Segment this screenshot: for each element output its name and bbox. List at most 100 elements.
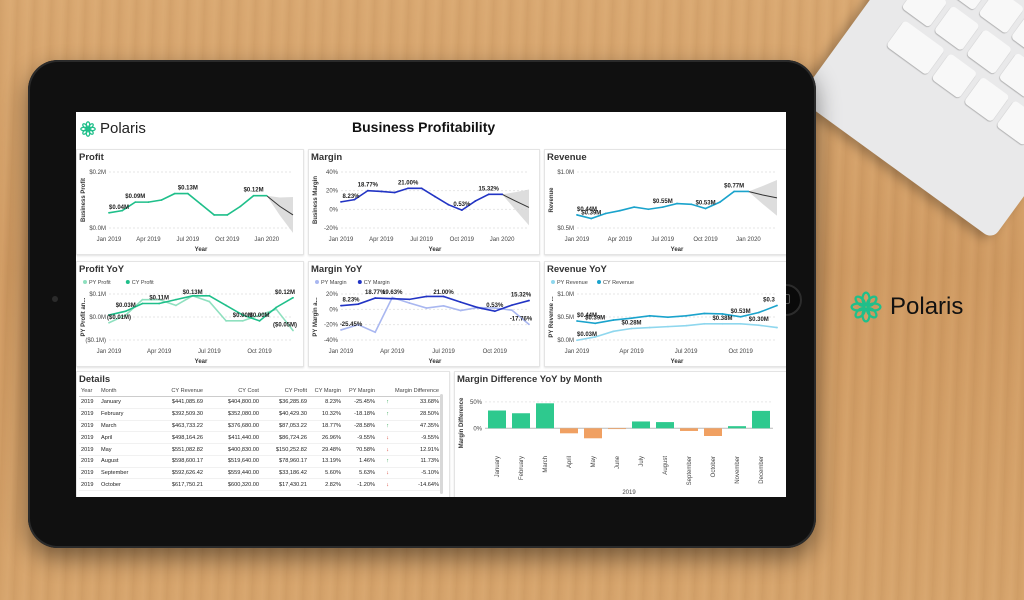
data-point (408, 298, 411, 301)
data-point (208, 300, 211, 303)
data-point (511, 304, 513, 307)
data-label: 21.00% (433, 290, 454, 296)
polaris-flower-icon (850, 291, 882, 323)
data-point (618, 209, 621, 212)
data-point (685, 324, 687, 327)
data-point (393, 191, 396, 194)
revenue-yoy-card[interactable]: Revenue YoY PY Revenue ... Year $1.0M $0.5M… (544, 261, 786, 367)
table-cell-diff: -9.55% (391, 431, 441, 445)
table-cell-profit: $78,960.17 (261, 455, 309, 468)
revenue-chart: Revenue Year $1.0M $0.5M Jan 2019 Apr 2019 Jul… (549, 170, 778, 253)
data-label: $0.3 (763, 297, 775, 303)
arrow-up-icon: ↑ (377, 420, 391, 433)
data-point (733, 190, 736, 193)
front-camera (52, 296, 58, 302)
column-header[interactable]: CY Margin (309, 386, 343, 397)
data-point (357, 303, 359, 306)
arrow-up-icon: ↑ (377, 396, 391, 409)
data-point (374, 297, 377, 299)
column-header[interactable]: CY Cost (205, 386, 261, 397)
x-tick-label: September (687, 456, 693, 485)
data-label: $0.28M (622, 321, 642, 327)
x-axis-label: Year (195, 247, 208, 253)
card-title: Details (79, 374, 111, 385)
data-point (108, 211, 110, 214)
data-point (225, 304, 227, 307)
y-tick-label: 20% (326, 292, 339, 298)
y-axis-label: PY Margin a... (313, 297, 319, 337)
data-label: $0.12M (275, 290, 295, 296)
revenue-card[interactable]: Revenue Revenue Year $1.0M $0.5M Jan 2019 Apr… (544, 149, 786, 255)
legend-label: PY Margin (321, 280, 347, 286)
table-row[interactable]: 2019 April $498,164.26 $411,440.00 $86,724.2… (79, 431, 441, 445)
data-point (661, 206, 664, 209)
data-point (739, 322, 742, 325)
table-cell-profit: $87,053.22 (261, 420, 309, 433)
table-cell-cym: 13.19% (309, 455, 343, 468)
arrow-up-icon: ↑ (377, 408, 391, 421)
data-point (340, 200, 342, 203)
data-label: $0.39M (581, 210, 601, 216)
profit-yoy-card[interactable]: Profit YoY PY Profit an... Year $0.1M $0.0M… (76, 261, 304, 367)
table-row[interactable]: 2019 January $441,085.69 $404,800.00 $36,285… (79, 396, 441, 409)
table-cell-cost: $600,320.00 (205, 478, 261, 492)
data-label: $0.00M (233, 313, 253, 319)
margin-diff-card[interactable]: Margin Difference YoY by Month Margin Di… (454, 371, 786, 497)
bar (752, 410, 770, 429)
legend-label: PY Revenue (557, 280, 588, 286)
column-header[interactable]: Month (99, 386, 149, 397)
data-point (425, 295, 428, 298)
y-tick-label: $1.0M (557, 170, 574, 176)
forecast-line (748, 190, 778, 199)
card-title: Profit (79, 152, 104, 163)
y-axis-label: Business Margin (313, 176, 319, 224)
data-point (757, 324, 760, 327)
column-header[interactable]: CY Revenue (149, 386, 205, 397)
arrow-up-icon: ↑ (377, 455, 391, 468)
margin-chart: Business Margin Year 40% 20% 0% -20% Jan 2019 A… (313, 170, 530, 253)
margin-card[interactable]: Margin Business Margin Year 40% 20% 0% -20% Ja… (308, 149, 540, 255)
data-point (374, 331, 377, 334)
data-point (258, 319, 261, 322)
margin-yoy-card[interactable]: Margin YoY PY Margin a... Year 20% 0% -20% -4… (308, 261, 540, 367)
table-row[interactable]: 2019 May $551,082.82 $400,830.00 $150,252.82… (79, 443, 441, 456)
data-point (576, 339, 578, 342)
data-label: $0.44M (577, 207, 597, 213)
table-row[interactable]: 2019 October $617,750.21 $600,320.00 $17,430… (79, 478, 441, 492)
data-point (391, 297, 394, 300)
table-row[interactable]: 2019 August $598,600.17 $519,640.00 $78,960.… (79, 455, 441, 468)
x-tick-label: February (519, 456, 525, 480)
column-header[interactable]: CY Profit (261, 386, 309, 397)
legend-label: CY Revenue (603, 280, 634, 286)
data-point (703, 322, 706, 325)
table-row[interactable]: 2019 February $392,509.30 $352,080.00 $40,42… (79, 408, 441, 421)
column-header[interactable]: Year (79, 386, 99, 397)
x-tick-label: Oct 2019 (693, 237, 718, 243)
profit-card[interactable]: Profit Business Profit Year $0.2M $0.0M Jan … (76, 149, 304, 255)
table-cell-month: September (99, 467, 149, 480)
brand-name: Polaris (100, 120, 146, 137)
table-cell-cym: 10.32% (309, 408, 343, 421)
table-scrollbar[interactable] (440, 394, 443, 494)
data-point (141, 298, 144, 301)
table-cell-cym: 2.82% (309, 478, 343, 492)
y-axis-label: Business Profit (81, 178, 87, 222)
table-row[interactable]: 2019 March $463,733.22 $376,680.00 $87,053.2… (79, 420, 441, 433)
data-point (648, 326, 651, 329)
details-card[interactable]: Details Year Month CY Revenue CY Cost CY… (76, 371, 450, 497)
x-tick-label: Jul 2019 (410, 237, 433, 243)
data-label: $0.55M (653, 199, 673, 205)
card-title: Margin Difference YoY by Month (457, 374, 603, 385)
table-cell-pym: -1.20% (343, 478, 377, 492)
column-header[interactable]: PY Margin (343, 386, 377, 397)
x-tick-label: Apr 2019 (136, 237, 161, 243)
y-tick-label: $0.0M (89, 226, 106, 232)
brand-logo: Polaris (80, 120, 146, 137)
column-header[interactable]: Margin Difference (391, 386, 441, 397)
y-tick-label: 0% (473, 426, 482, 432)
table-cell-cost: $559,440.00 (205, 467, 261, 480)
data-label: $0.12M (244, 188, 264, 194)
bar (608, 428, 626, 430)
table-row[interactable]: 2019 September $592,626.42 $559,440.00 $33,1… (79, 467, 441, 480)
y-axis-label: PY Profit an... (81, 297, 87, 336)
